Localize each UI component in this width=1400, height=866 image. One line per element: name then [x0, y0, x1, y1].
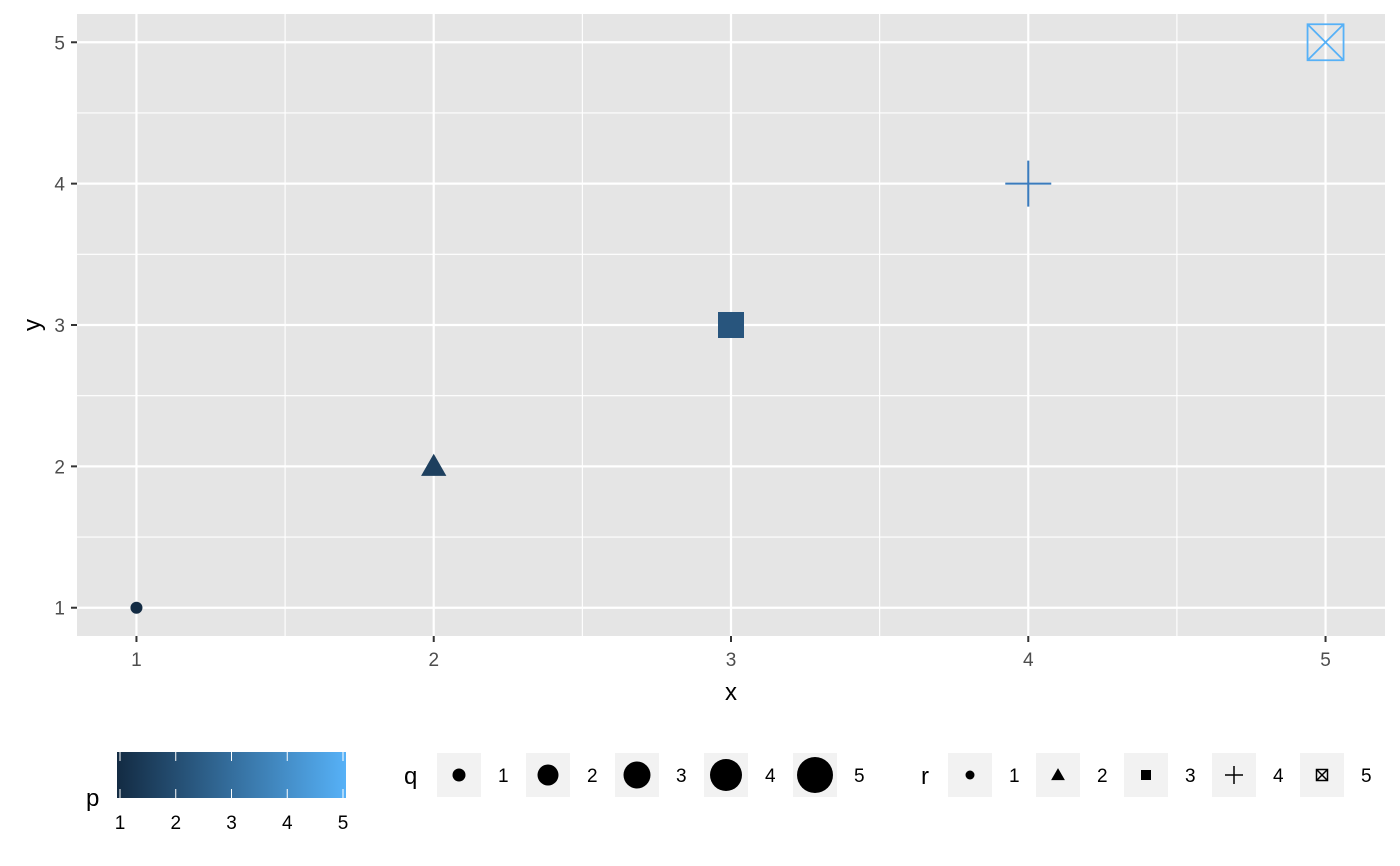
y-tick-label: 1: [54, 599, 65, 620]
legend-r-title: r: [921, 763, 929, 790]
legend-q-label: 2: [587, 766, 598, 787]
legend-q-symbol: [710, 759, 742, 791]
data-point-3: [718, 312, 744, 338]
legend-p-label: 2: [170, 813, 181, 834]
data-point-5: [1306, 23, 1345, 62]
legend-r: r 1 2 3 4 5: [921, 753, 1372, 797]
legend-q-symbol: [537, 764, 559, 786]
legend-r-symbol-plus: [1225, 766, 1243, 784]
data-point-4: [1005, 160, 1052, 207]
legend-q-title: q: [404, 763, 417, 790]
legend-p-label: 3: [226, 813, 237, 834]
y-axis-title: y: [19, 319, 46, 331]
legend-q-symbol: [452, 768, 466, 782]
y-tick-label: 3: [54, 316, 65, 337]
data-point-2: [421, 453, 447, 476]
legend-q-symbol: [623, 761, 651, 789]
axes: 1 2 3 4 5 1 2 3 4 5: [54, 33, 1330, 671]
legend-q-label: 4: [765, 766, 776, 787]
legend-q-symbol: [797, 757, 833, 793]
y-tick-label: 4: [54, 175, 65, 196]
legend-r-label: 1: [1009, 766, 1020, 787]
legend-p-label: 4: [282, 813, 293, 834]
legend-r-label: 4: [1273, 766, 1284, 787]
legend-q-label: 1: [498, 766, 509, 787]
y-tick-label: 2: [54, 457, 65, 478]
x-tick-label: 1: [131, 650, 142, 671]
legend-q-label: 5: [854, 766, 865, 787]
data-points: [130, 23, 1345, 614]
x-axis-title: x: [725, 679, 737, 706]
legend-r-label: 2: [1097, 766, 1108, 787]
x-tick-label: 4: [1023, 650, 1034, 671]
legend-r-label: 5: [1361, 766, 1372, 787]
legend-p-label: 5: [338, 813, 349, 834]
legend-r-symbol-circle: [965, 770, 975, 780]
x-tick-label: 2: [428, 650, 439, 671]
legend-p-title: p: [86, 785, 99, 812]
x-tick-label: 5: [1320, 650, 1331, 671]
legend-q-label: 3: [676, 766, 687, 787]
legend-p: p 1 2 3 4 5: [86, 752, 348, 834]
legend-r-symbol-triangle: [1051, 768, 1065, 781]
legend-r-symbol-square-cross: [1315, 768, 1329, 782]
legend-r-label: 3: [1185, 766, 1196, 787]
legend-p-label: 1: [115, 813, 126, 834]
data-point-1: [130, 601, 143, 614]
legend-q: q 1 2 3 4 5: [404, 753, 865, 797]
legend-r-symbol-square: [1141, 770, 1151, 780]
x-tick-label: 3: [726, 650, 737, 671]
y-tick-label: 5: [54, 33, 65, 54]
